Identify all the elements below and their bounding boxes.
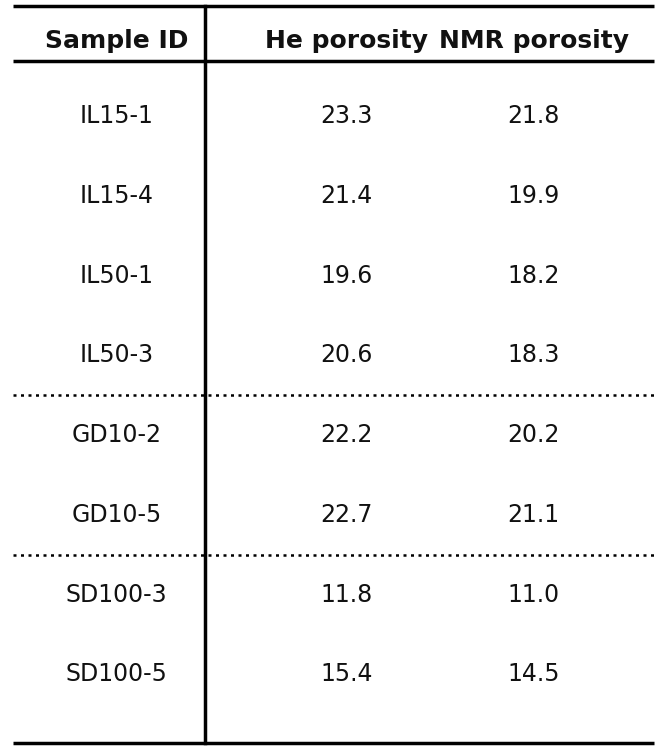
Text: 20.6: 20.6 <box>321 343 373 368</box>
Text: 23.3: 23.3 <box>321 104 373 128</box>
Text: 21.4: 21.4 <box>321 184 373 208</box>
Text: 14.5: 14.5 <box>508 662 560 687</box>
Text: IL15-4: IL15-4 <box>80 184 153 208</box>
Text: 19.9: 19.9 <box>508 184 560 208</box>
Text: NMR porosity: NMR porosity <box>439 29 628 53</box>
Text: GD10-2: GD10-2 <box>72 423 161 447</box>
Text: 18.2: 18.2 <box>508 264 560 288</box>
Text: 19.6: 19.6 <box>321 264 373 288</box>
Text: GD10-5: GD10-5 <box>71 503 162 527</box>
Text: SD100-3: SD100-3 <box>66 583 167 607</box>
Text: 21.8: 21.8 <box>508 104 560 128</box>
Text: 15.4: 15.4 <box>321 662 373 687</box>
Text: 11.8: 11.8 <box>321 583 373 607</box>
Text: IL50-1: IL50-1 <box>80 264 153 288</box>
Text: 20.2: 20.2 <box>508 423 560 447</box>
Text: 22.7: 22.7 <box>321 503 373 527</box>
Text: He porosity: He porosity <box>265 29 428 53</box>
Text: 11.0: 11.0 <box>508 583 560 607</box>
Text: SD100-5: SD100-5 <box>66 662 167 687</box>
Text: 22.2: 22.2 <box>321 423 373 447</box>
Text: IL15-1: IL15-1 <box>80 104 153 128</box>
Text: 18.3: 18.3 <box>508 343 560 368</box>
Text: Sample ID: Sample ID <box>45 29 188 53</box>
Text: 21.1: 21.1 <box>508 503 560 527</box>
Text: IL50-3: IL50-3 <box>79 343 154 368</box>
